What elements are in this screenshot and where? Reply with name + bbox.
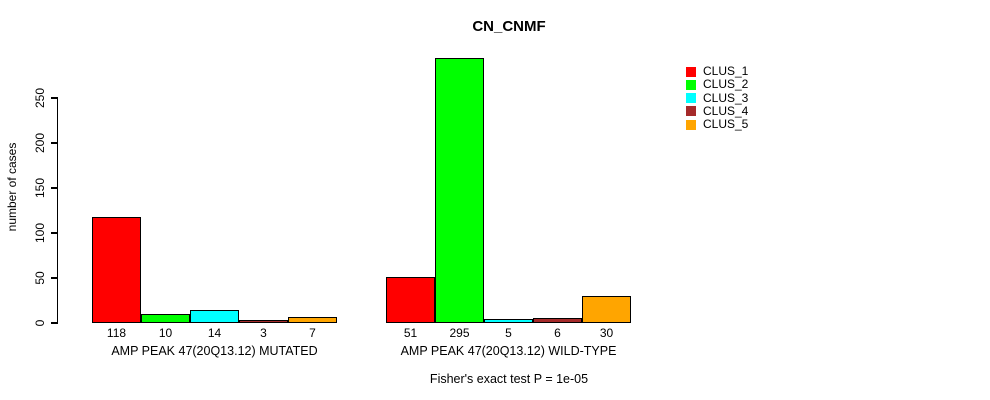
y-axis-tick [50, 322, 58, 324]
bar-clus_5-group2 [582, 296, 631, 323]
legend-swatch-clus_5 [686, 119, 696, 130]
legend-swatch-clus_4 [686, 106, 696, 117]
legend-label: CLUS_4 [703, 103, 749, 118]
bar-clus_4-group1 [239, 320, 288, 323]
legend-entry: CLUS_2 [686, 78, 748, 91]
y-axis-tick [50, 277, 58, 279]
bar-value-label: 30 [599, 326, 614, 340]
annotation-fisher-test: Fisher's exact test P = 1e-05 [429, 372, 589, 386]
legend-label: CLUS_3 [703, 90, 749, 105]
bar-value-label: 295 [449, 326, 470, 340]
bar-value-label: 51 [403, 326, 418, 340]
legend-label: CLUS_2 [703, 77, 749, 92]
bar-clus_5-group1 [288, 316, 337, 323]
y-axis-tick [50, 97, 58, 99]
bar-clus_1-group2 [386, 277, 435, 323]
legend-entry: CLUS_3 [686, 90, 749, 105]
legend-entry: CLUS_4 [686, 103, 749, 118]
bar-value-label: 3 [260, 326, 267, 340]
bar-value-label: 10 [158, 326, 173, 340]
bar-clus_1-group1 [92, 216, 141, 323]
y-axis-tick [50, 142, 58, 144]
y-axis-tick [50, 187, 58, 189]
bar-value-label: 118 [106, 326, 127, 340]
legend-entry: CLUS_5 [686, 118, 748, 131]
bar-value-label: 14 [207, 326, 222, 340]
bar-value-label: 6 [554, 326, 561, 340]
legend-swatch-clus_2 [686, 79, 696, 90]
chart-title: CN_CNMF [472, 18, 546, 35]
legend-label: CLUS_5 [703, 117, 749, 132]
group-label: AMP PEAK 47(20Q13.12) WILD-TYPE [400, 344, 617, 358]
legend-swatch-clus_1 [686, 66, 696, 77]
group-label: AMP PEAK 47(20Q13.12) MUTATED [111, 344, 318, 358]
y-axis-tick [50, 232, 58, 234]
legend-swatch-clus_3 [686, 93, 696, 104]
bar-clus_2-group2 [435, 57, 484, 323]
bar-clus_3-group2 [484, 318, 533, 323]
bar-clus_3-group1 [190, 310, 239, 323]
bar-clus_2-group1 [141, 314, 190, 323]
legend-entry: CLUS_1 [686, 65, 748, 78]
bar-clus_4-group2 [533, 317, 582, 323]
bar-value-label: 7 [309, 326, 316, 340]
bar-value-label: 5 [505, 326, 512, 340]
legend-label: CLUS_1 [703, 64, 749, 78]
y-axis-line [56, 98, 59, 324]
